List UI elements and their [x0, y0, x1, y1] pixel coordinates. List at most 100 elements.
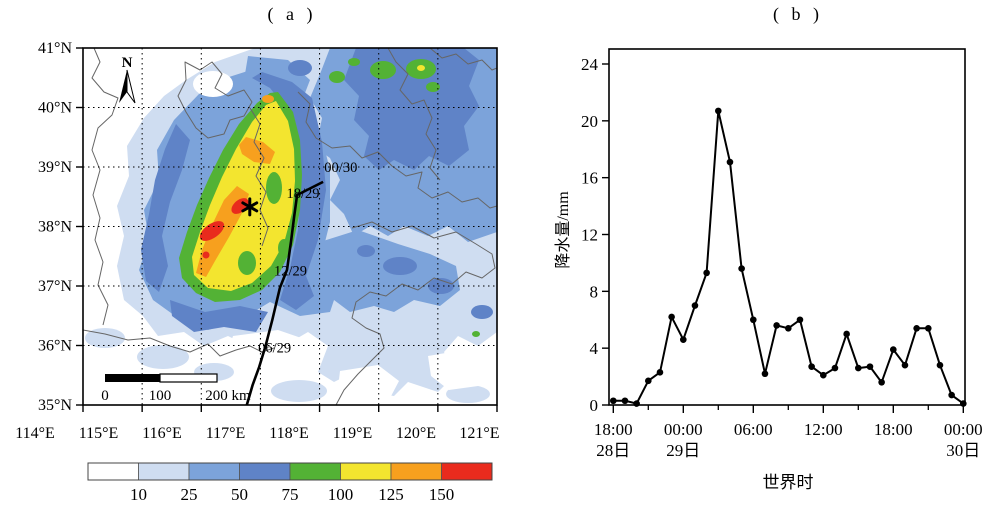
colorbar-cell — [289, 462, 341, 481]
lon-tick-label: 121°E — [459, 425, 499, 442]
colorbar-cell — [340, 462, 392, 481]
lon-tick-label: 117°E — [206, 425, 246, 442]
x-tick-label: 00:00 — [944, 420, 983, 439]
lon-tick-label: 118°E — [269, 425, 309, 442]
track-time-label: 12/29 — [274, 263, 307, 279]
data-point-marker — [715, 107, 722, 115]
data-point-marker — [913, 324, 920, 332]
data-point-marker — [785, 324, 792, 332]
lon-tick-label: 114°E — [15, 425, 55, 442]
scale-bar-label: 0 — [101, 388, 109, 404]
colorbar-tick-label: 10 — [130, 485, 147, 504]
map-overlay: 41°N 40°N 39°N 38°N 37°N 36°N 35°N 114°E 115°E 11… — [15, 40, 499, 442]
data-point-marker — [738, 265, 745, 272]
coastline-boundaries — [83, 48, 497, 405]
chart-frame — [608, 48, 966, 406]
colorbar-tick-label: 125 — [378, 485, 404, 504]
colorbar-tick-label: 150 — [429, 485, 455, 504]
panel-b-title: ( b ) — [773, 4, 823, 24]
colorbar-cell — [87, 462, 139, 481]
lat-tick-label: 35°N — [38, 397, 72, 414]
data-point-marker — [680, 336, 687, 343]
colorbar-tick-label: 100 — [328, 485, 354, 504]
colorbar-cell — [441, 462, 493, 481]
station-star-marker — [241, 201, 259, 213]
x-tick-label: 06:00 — [734, 420, 773, 439]
colorbar-tick-label: 50 — [231, 485, 248, 504]
data-point-marker — [866, 363, 874, 370]
y-tick-label: 12 — [581, 226, 598, 245]
y-tick-label: 0 — [590, 396, 599, 415]
colorbar-cell — [239, 462, 291, 481]
data-point-marker — [796, 316, 804, 324]
data-point-marker — [936, 361, 944, 369]
panel-b-y-axis-label: 降水量/mm — [555, 191, 572, 269]
data-point-marker — [750, 316, 757, 324]
storm-track — [245, 180, 324, 406]
lat-tick-label: 38°N — [38, 219, 72, 236]
data-point-marker — [610, 397, 617, 405]
data-point-marker — [820, 371, 827, 379]
data-point-marker — [831, 364, 839, 372]
y-tick-label: 24 — [581, 55, 599, 74]
y-tick-label: 16 — [581, 169, 598, 188]
track-time-label: 06/29 — [258, 341, 291, 357]
x-tick-label: 18:00 — [874, 420, 913, 439]
data-point-marker — [878, 378, 885, 386]
data-point-marker — [773, 322, 780, 329]
data-point-marker — [656, 369, 664, 376]
colorbar-cell — [138, 462, 190, 481]
y-tick-label: 8 — [590, 282, 599, 301]
x-day-label: 29日 — [666, 441, 700, 460]
data-point-marker — [761, 370, 769, 378]
precipitation-colorbar: 10 25 50 75 100 125 150 — [87, 462, 493, 504]
y-tick-label: 20 — [581, 112, 598, 131]
data-point-marker — [691, 302, 699, 309]
y-tick-label: 4 — [590, 339, 599, 358]
north-arrow-label: N — [122, 55, 133, 71]
north-arrow-icon — [126, 69, 136, 104]
data-point-marker — [808, 363, 815, 370]
data-point-marker — [621, 397, 629, 405]
data-point-marker — [855, 364, 862, 372]
colorbar-cell — [188, 462, 240, 481]
x-day-label: 30日 — [946, 441, 980, 460]
data-point-marker — [703, 269, 710, 277]
lat-tick-label: 36°N — [38, 338, 72, 355]
data-point-marker — [925, 324, 932, 332]
scale-bar-black — [105, 374, 160, 382]
lon-tick-label: 116°E — [142, 425, 182, 442]
lon-tick-label: 119°E — [333, 425, 373, 442]
data-point-marker — [960, 400, 967, 407]
lon-tick-label: 115°E — [79, 425, 119, 442]
data-point-marker — [948, 391, 955, 399]
lon-tick-label: 120°E — [396, 425, 436, 442]
lat-tick-label: 40°N — [38, 100, 72, 117]
north-arrow-icon — [119, 70, 127, 103]
lat-tick-label: 37°N — [38, 278, 72, 295]
scale-bar-label: 100 — [149, 388, 172, 404]
x-tick-label: 12:00 — [804, 420, 843, 439]
x-tick-label: 00:00 — [664, 420, 703, 439]
data-point-marker — [843, 330, 850, 338]
colorbar-frame — [87, 462, 493, 481]
track-time-label: 00/30 — [324, 160, 357, 176]
data-point-marker — [633, 400, 640, 407]
scale-bar-label: 200 km — [205, 388, 251, 404]
data-point-marker — [726, 158, 734, 166]
panel-b-x-axis-label: 世界时 — [762, 473, 814, 492]
panel-a-title: ( a ) — [267, 4, 317, 24]
data-point-marker — [890, 346, 897, 353]
track-time-label: 18/29 — [286, 186, 319, 202]
colorbar-tick-label: 75 — [282, 485, 299, 504]
colorbar-tick-label: 25 — [181, 485, 198, 504]
data-point-marker — [668, 313, 675, 321]
colorbar-cell — [390, 462, 442, 481]
precipitation-time-series: 0 4 8 12 16 20 24 18:00 28日 00:00 29日 06:00 12:00 18:… — [581, 48, 983, 460]
lat-tick-label: 41°N — [38, 40, 72, 57]
x-day-label: 28日 — [596, 441, 630, 460]
scale-bar-white — [159, 373, 218, 383]
x-tick-label: 18:00 — [594, 420, 633, 439]
